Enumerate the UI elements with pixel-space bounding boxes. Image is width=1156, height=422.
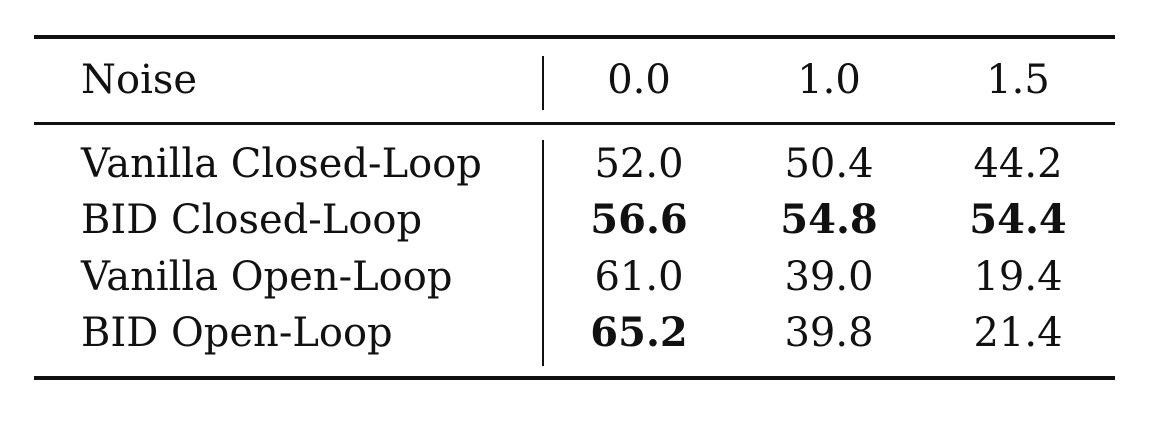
row-value: 56.6 [590, 196, 688, 243]
header-rule [34, 122, 1115, 125]
row-value: 54.4 [969, 196, 1067, 243]
header-col-0: 0.0 [607, 57, 671, 103]
row-label: BID Closed-Loop [81, 197, 423, 243]
row-value: 65.2 [590, 309, 688, 356]
header-noise-label: Noise [81, 57, 198, 103]
row-value: 44.2 [973, 141, 1063, 187]
row-label: Vanilla Closed-Loop [81, 141, 482, 187]
top-rule [34, 35, 1115, 39]
row-value: 52.0 [594, 141, 684, 187]
header-col-2: 1.5 [986, 57, 1050, 103]
header-col-1: 1.0 [797, 57, 861, 103]
row-value: 21.4 [973, 310, 1063, 356]
row-value: 39.0 [784, 254, 874, 300]
row-value: 39.8 [784, 310, 874, 356]
row-value: 50.4 [784, 141, 874, 187]
column-separator-body [542, 140, 544, 366]
row-value: 54.8 [780, 196, 878, 243]
row-value: 61.0 [594, 254, 684, 300]
row-value: 19.4 [973, 254, 1063, 300]
row-label: Vanilla Open-Loop [81, 254, 453, 300]
row-label: BID Open-Loop [81, 310, 393, 356]
column-separator-header [542, 56, 544, 110]
bottom-rule [34, 376, 1115, 380]
